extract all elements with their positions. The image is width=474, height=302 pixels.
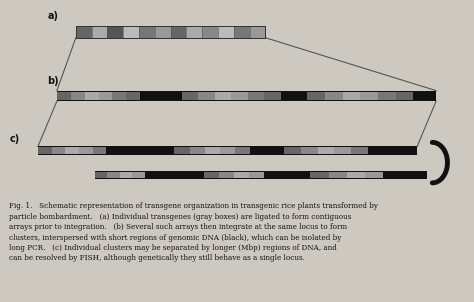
Bar (215, 92, 231, 100)
Bar (220, 147, 235, 154)
Bar (396, 92, 413, 100)
Bar (119, 172, 132, 178)
Bar (219, 172, 234, 178)
Bar (234, 172, 249, 178)
Bar (365, 172, 383, 178)
Bar (71, 92, 85, 100)
Bar (79, 147, 92, 154)
Bar (328, 172, 347, 178)
Bar (57, 92, 71, 100)
Bar (335, 147, 351, 154)
Bar (205, 147, 220, 154)
Bar (76, 26, 91, 38)
Bar (318, 147, 335, 154)
Bar (307, 92, 325, 100)
Bar (95, 171, 427, 179)
Bar (202, 26, 218, 38)
Bar (38, 146, 417, 155)
Bar (325, 92, 343, 100)
Bar (139, 26, 155, 38)
Text: Fig. 1.   Schematic representation of transgene organization in transgenic rice : Fig. 1. Schematic representation of tran… (9, 202, 378, 262)
Bar (92, 147, 106, 154)
Bar (171, 26, 186, 38)
Bar (85, 92, 99, 100)
Bar (107, 172, 119, 178)
Bar (343, 92, 360, 100)
Bar (204, 172, 219, 178)
Bar (57, 91, 436, 101)
Bar (155, 26, 171, 38)
Bar (231, 92, 248, 100)
Bar (108, 26, 123, 38)
Bar (91, 26, 108, 38)
Bar (310, 172, 328, 178)
Bar (199, 92, 215, 100)
Text: b): b) (47, 76, 59, 85)
Bar (190, 147, 205, 154)
Bar (99, 92, 112, 100)
Bar (182, 92, 199, 100)
Bar (250, 26, 265, 38)
Bar (218, 26, 234, 38)
Bar (360, 92, 378, 100)
Bar (65, 147, 79, 154)
Bar (132, 172, 145, 178)
Bar (76, 26, 265, 38)
Bar (235, 147, 250, 154)
Bar (174, 147, 190, 154)
Text: a): a) (47, 11, 58, 21)
Bar (52, 147, 65, 154)
Bar (127, 92, 140, 100)
Bar (38, 147, 52, 154)
Bar (95, 172, 107, 178)
Bar (234, 26, 250, 38)
Bar (186, 26, 202, 38)
Bar (112, 92, 127, 100)
Text: c): c) (9, 134, 20, 144)
Bar (248, 92, 264, 100)
Bar (284, 147, 301, 154)
Bar (264, 92, 281, 100)
Bar (301, 147, 318, 154)
Bar (123, 26, 139, 38)
Bar (378, 92, 396, 100)
Bar (347, 172, 365, 178)
Bar (76, 26, 265, 38)
Bar (351, 147, 368, 154)
Bar (249, 172, 264, 178)
